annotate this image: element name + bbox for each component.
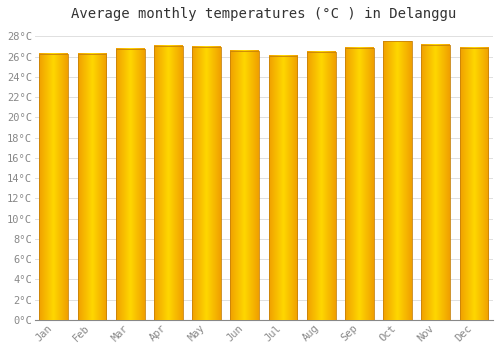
Title: Average monthly temperatures (°C ) in Delanggu: Average monthly temperatures (°C ) in De… (72, 7, 456, 21)
